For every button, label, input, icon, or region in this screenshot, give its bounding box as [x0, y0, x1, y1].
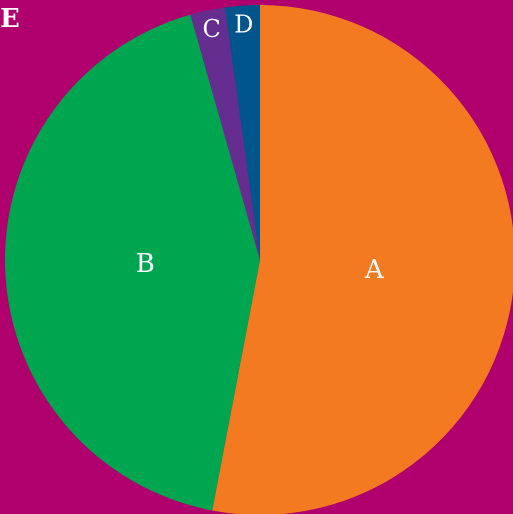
pie-labels: A B C D: [136, 10, 385, 284]
pie-slices: [4, 5, 513, 514]
pie-slice-b: [4, 14, 260, 511]
pie-label-a: A: [364, 255, 385, 285]
corner-label: E: [0, 4, 20, 34]
pie-slice-a: [212, 5, 513, 514]
pie-label-d: D: [234, 10, 253, 38]
pie-slice-d: [224, 5, 260, 260]
pie-label-c: C: [203, 15, 221, 43]
pie-label-b: B: [136, 249, 155, 279]
pie-slice-c: [190, 7, 260, 260]
